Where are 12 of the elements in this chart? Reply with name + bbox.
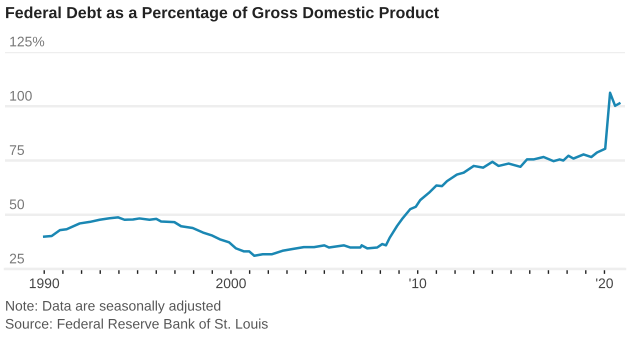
y-tick-label: 125% xyxy=(10,36,44,46)
x-tick-label: '10 xyxy=(409,278,426,288)
y-tick-label: 50 xyxy=(10,199,24,210)
chart-title: Federal Debt as a Percentage of Gross Domestic Product xyxy=(6,6,439,22)
x-tick-label: 2000 xyxy=(216,278,246,288)
x-tick-label: '20 xyxy=(596,278,613,288)
y-tick-label: 25 xyxy=(10,254,24,264)
x-tick-label: 1990 xyxy=(30,278,60,288)
source-note: Source: Federal Reserve Bank of St. Louis xyxy=(6,318,268,329)
y-tick-label: 100 xyxy=(10,90,32,101)
y-tick-label: 75 xyxy=(10,145,24,155)
text: Note: Data are seasonally adjusted xyxy=(6,300,220,314)
